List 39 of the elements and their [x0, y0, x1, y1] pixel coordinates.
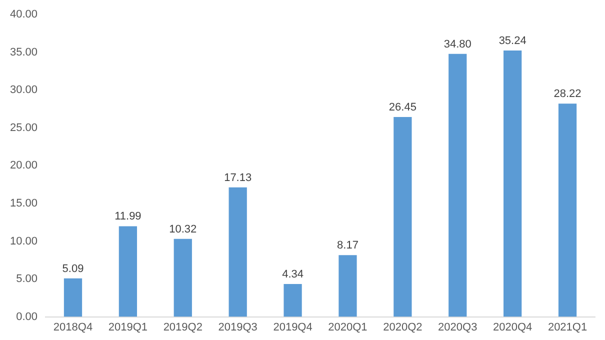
x-tick-label: 2019Q3	[218, 321, 258, 334]
x-tick-label: 2020Q4	[493, 321, 532, 334]
bar	[504, 50, 522, 317]
x-tick-label: 2020Q3	[438, 321, 478, 334]
y-tick-label: 25.00	[10, 122, 38, 134]
x-tick-label: 2020Q1	[328, 321, 368, 334]
data-label: 35.24	[498, 35, 526, 48]
data-label: 26.45	[388, 102, 416, 114]
bar	[228, 187, 247, 317]
y-tick-label: 5.00	[16, 273, 38, 286]
data-label: 10.32	[169, 223, 197, 236]
y-tick-label: 30.00	[10, 84, 38, 96]
y-tick-label: 40.00	[10, 8, 38, 21]
x-tick-label: 2019Q2	[163, 321, 202, 334]
x-tick-label: 2018Q4	[53, 321, 93, 334]
y-tick-label: 10.00	[10, 235, 38, 248]
data-label: 5.09	[62, 262, 84, 275]
y-tick-label: 20.00	[10, 160, 38, 172]
x-tick-label: 2020Q2	[383, 321, 422, 334]
bar	[558, 104, 577, 317]
y-tick-label: 35.00	[10, 46, 38, 58]
data-label: 28.22	[554, 88, 582, 100]
data-label: 17.13	[224, 172, 252, 184]
data-label: 34.80	[444, 38, 472, 50]
bar	[394, 116, 412, 317]
bar	[448, 54, 467, 317]
bar	[284, 284, 302, 317]
x-tick-label: 2021Q1	[548, 321, 588, 334]
data-label: 11.99	[114, 210, 142, 223]
y-tick-label: 0.00	[16, 310, 38, 323]
data-label: 8.17	[337, 240, 358, 252]
x-tick-label: 2019Q1	[108, 321, 148, 334]
bar	[64, 278, 82, 317]
bar	[118, 226, 138, 317]
x-tick-label: 2019Q4	[273, 321, 312, 334]
bar	[174, 238, 192, 317]
bar	[338, 255, 357, 317]
data-label: 4.34	[282, 268, 304, 281]
y-tick-label: 15.00	[10, 198, 38, 210]
